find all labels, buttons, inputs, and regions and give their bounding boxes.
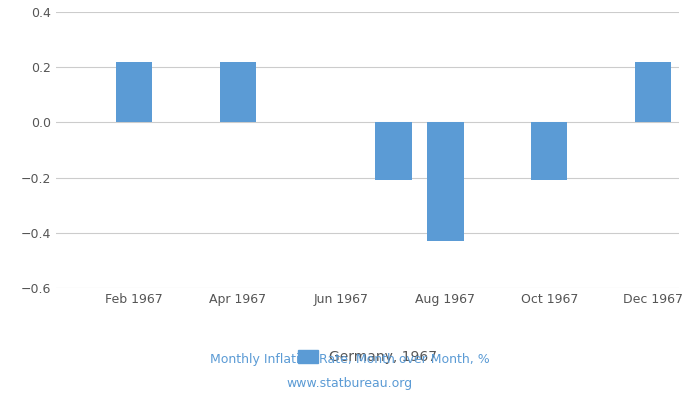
- Bar: [220, 62, 256, 122]
- Legend: Germany, 1967: Germany, 1967: [292, 345, 443, 370]
- Bar: [116, 62, 152, 122]
- Text: Monthly Inflation Rate, Month over Month, %: Monthly Inflation Rate, Month over Month…: [210, 354, 490, 366]
- Bar: [531, 122, 568, 180]
- Bar: [635, 62, 671, 122]
- Bar: [375, 122, 412, 180]
- Text: www.statbureau.org: www.statbureau.org: [287, 378, 413, 390]
- Bar: [427, 122, 463, 241]
